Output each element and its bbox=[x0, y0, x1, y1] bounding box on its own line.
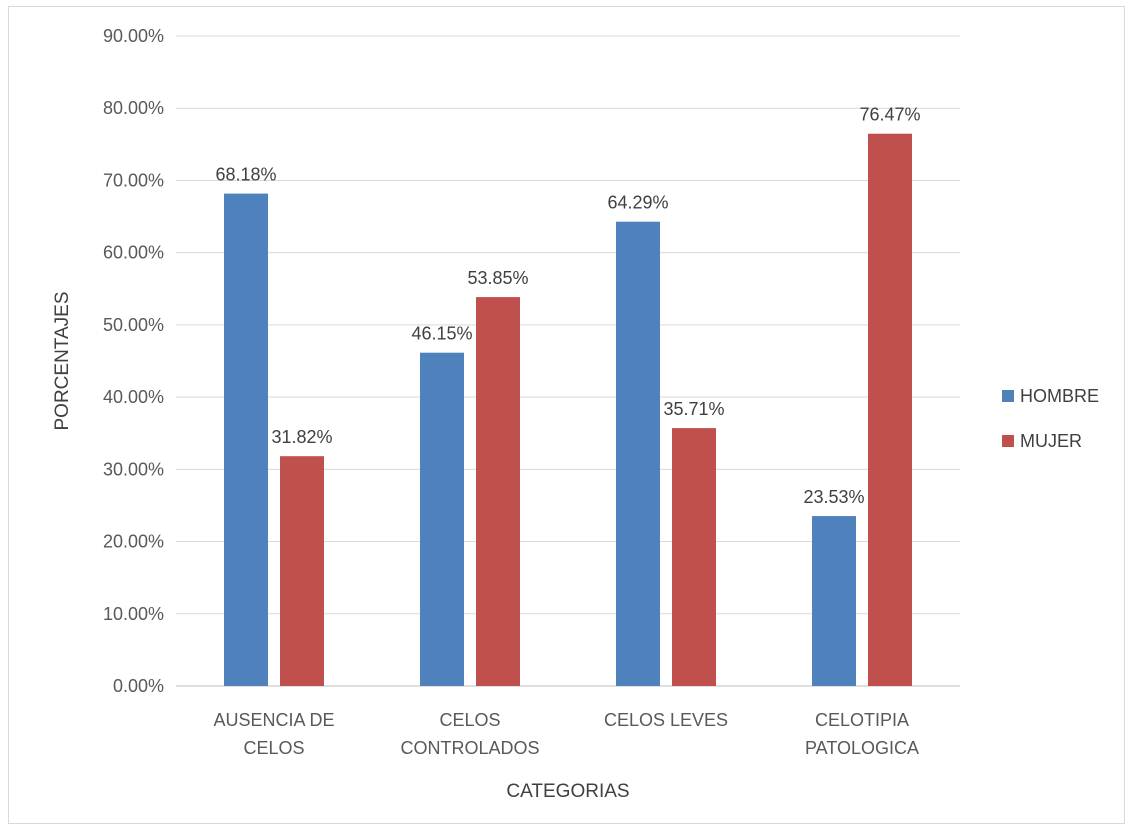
legend-label-mujer: MUJER bbox=[1020, 431, 1082, 451]
bar-hombre bbox=[420, 352, 464, 686]
x-tick-label: CELOTIPIA bbox=[815, 710, 909, 730]
bar-mujer bbox=[672, 428, 716, 686]
bar-hombre bbox=[616, 221, 660, 686]
y-tick-label: 10.00% bbox=[103, 604, 164, 624]
data-label: 31.82% bbox=[271, 427, 332, 447]
data-label: 35.71% bbox=[663, 399, 724, 419]
data-label: 64.29% bbox=[607, 193, 668, 213]
data-label: 46.15% bbox=[411, 324, 472, 344]
y-tick-label: 30.00% bbox=[103, 459, 164, 479]
x-axis-title: CATEGORIAS bbox=[506, 781, 629, 802]
bar-mujer bbox=[868, 133, 912, 686]
y-tick-label: 80.00% bbox=[103, 98, 164, 118]
y-tick-label: 50.00% bbox=[103, 315, 164, 335]
y-tick-label: 40.00% bbox=[103, 387, 164, 407]
bar-hombre bbox=[224, 193, 268, 687]
bar-mujer bbox=[280, 456, 324, 686]
x-tick-label: CONTROLADOS bbox=[400, 738, 539, 758]
y-tick-label: 60.00% bbox=[103, 243, 164, 263]
bar-mujer bbox=[476, 297, 520, 686]
data-label: 76.47% bbox=[859, 105, 920, 125]
y-tick-label: 20.00% bbox=[103, 532, 164, 552]
data-label: 53.85% bbox=[467, 268, 528, 288]
legend-label-hombre: HOMBRE bbox=[1020, 386, 1099, 406]
data-label: 23.53% bbox=[803, 487, 864, 507]
x-tick-label: CELOS LEVES bbox=[604, 710, 728, 730]
x-tick-label: AUSENCIA DE bbox=[213, 710, 334, 730]
bar-hombre bbox=[812, 516, 856, 686]
y-tick-label: 70.00% bbox=[103, 170, 164, 190]
x-tick-label: PATOLOGICA bbox=[805, 738, 919, 758]
x-tick-label: CELOS bbox=[439, 710, 500, 730]
y-tick-label: 90.00% bbox=[103, 26, 164, 46]
x-tick-label: CELOS bbox=[243, 738, 304, 758]
legend-swatch-hombre bbox=[1002, 390, 1014, 402]
chart-frame bbox=[8, 6, 1125, 824]
data-label: 68.18% bbox=[215, 165, 276, 185]
y-axis-title: PORCENTAJES bbox=[52, 291, 73, 430]
legend-swatch-mujer bbox=[1002, 435, 1014, 447]
y-tick-label: 0.00% bbox=[113, 676, 164, 696]
